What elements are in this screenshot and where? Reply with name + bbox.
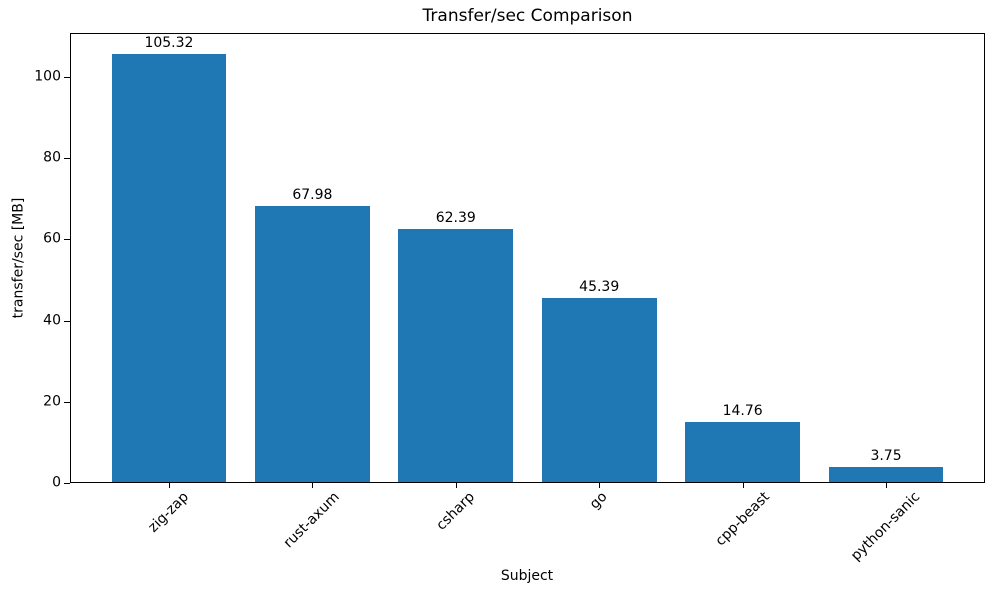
chart-title: Transfer/sec Comparison (422, 6, 633, 26)
bar (398, 228, 514, 482)
x-tick-mark (168, 483, 170, 488)
bar-value-label: 14.76 (722, 403, 763, 420)
bar-value-label: 62.39 (435, 209, 476, 226)
bar-value-label: 3.75 (870, 447, 902, 464)
y-tick-label: 80 (43, 149, 61, 166)
y-tick-label: 60 (43, 230, 61, 247)
plot-area (70, 33, 985, 483)
y-tick-mark (64, 239, 70, 241)
x-tick-label: python-sanic (848, 488, 924, 565)
y-tick-mark (64, 76, 70, 78)
x-tick-label: zig-zap (145, 488, 192, 536)
x-axis-label: Subject (500, 568, 554, 584)
x-tick-mark (599, 483, 601, 488)
bar (255, 205, 370, 482)
x-tick-label: csharp (433, 488, 478, 534)
y-tick-label: 20 (43, 393, 61, 410)
bar-value-label: 45.39 (579, 278, 620, 295)
bar (828, 466, 944, 482)
y-axis-label: transfer/sec [MB] (10, 197, 27, 319)
x-tick-label: rust-axum (280, 489, 344, 552)
y-tick-mark (64, 158, 70, 160)
y-tick-label: 40 (43, 312, 61, 329)
bar (111, 54, 227, 482)
bar (541, 297, 657, 482)
x-tick-label: cpp-beast (712, 488, 773, 550)
bar-value-label: 105.32 (144, 35, 194, 52)
x-tick-mark (886, 483, 888, 488)
y-tick-mark (64, 320, 70, 322)
y-tick-label: 100 (34, 68, 61, 85)
x-tick-label: go (587, 488, 611, 513)
x-tick-mark (742, 483, 744, 488)
x-tick-mark (312, 483, 314, 488)
y-tick-mark (64, 483, 70, 484)
bar-value-label: 67.98 (292, 186, 333, 203)
y-tick-mark (64, 401, 70, 403)
x-tick-mark (455, 483, 457, 488)
bar (685, 422, 800, 482)
y-tick-label: 0 (52, 474, 61, 491)
